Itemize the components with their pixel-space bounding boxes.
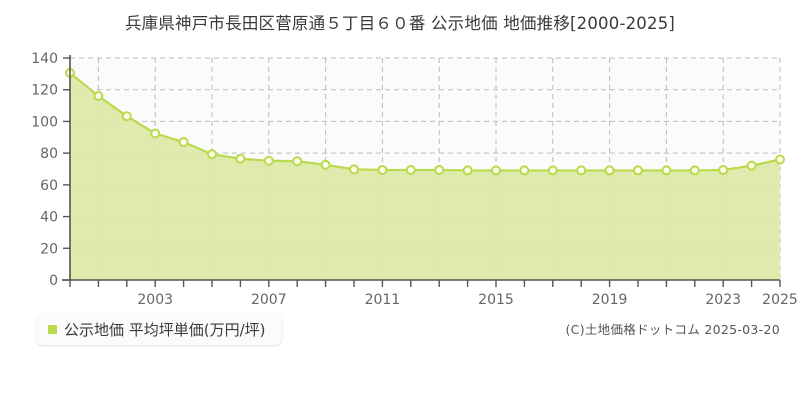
chart-title: 兵庫県神戸市長田区菅原通５丁目６０番 公示地価 地価推移[2000-2025] — [124, 14, 676, 33]
data-point-marker[interactable] — [377, 164, 388, 175]
data-point-marker[interactable] — [718, 164, 729, 175]
y-axis-tick-label: 120 — [31, 83, 58, 99]
data-point-marker[interactable] — [178, 137, 189, 148]
data-point-marker[interactable] — [661, 165, 672, 176]
data-point-marker[interactable] — [235, 153, 246, 164]
data-point-marker[interactable] — [121, 111, 132, 122]
y-axis-tick-label: 20 — [40, 241, 58, 257]
copyright-credit: (C)土地価格ドットコム 2025-03-20 — [565, 322, 780, 337]
data-point-marker[interactable] — [547, 165, 558, 176]
data-point-marker[interactable] — [746, 160, 757, 171]
y-axis-tick-label: 60 — [40, 178, 58, 194]
data-point-marker[interactable] — [349, 164, 359, 175]
x-axis-tick-label: 2011 — [365, 292, 401, 308]
data-point-marker[interactable] — [633, 165, 643, 176]
data-point-marker[interactable] — [263, 155, 274, 166]
data-point-marker[interactable] — [292, 156, 303, 167]
legend-swatch-icon — [48, 324, 57, 334]
data-point-marker[interactable] — [491, 165, 501, 176]
x-axis-tick-label: 2003 — [137, 292, 173, 308]
data-point-marker[interactable] — [405, 164, 416, 175]
y-axis-tick-label: 140 — [31, 51, 58, 67]
data-point-marker[interactable] — [207, 149, 217, 160]
data-point-marker[interactable] — [462, 165, 473, 176]
data-point-marker[interactable] — [689, 165, 700, 176]
data-point-marker[interactable] — [93, 91, 104, 102]
data-point-marker[interactable] — [604, 165, 615, 176]
data-point-marker[interactable] — [775, 154, 785, 165]
y-axis-tick-label: 0 — [49, 273, 58, 289]
x-axis-tick-label: 2015 — [478, 292, 514, 308]
series-area-fill — [70, 72, 780, 280]
chart-legend[interactable]: 公示地価 平均坪単価(万円/坪) — [36, 313, 282, 345]
x-axis-tick-label: 2007 — [251, 292, 287, 308]
legend-label: 公示地価 平均坪単価(万円/坪) — [64, 320, 266, 339]
data-point-marker[interactable] — [576, 165, 587, 176]
y-axis-tick-label: 80 — [40, 146, 58, 162]
x-axis-tick-label: 2019 — [592, 292, 628, 308]
data-point-marker[interactable] — [434, 164, 445, 175]
y-axis-tick-label: 100 — [31, 114, 58, 130]
x-axis-tick-label: 2025 — [762, 292, 798, 308]
data-point-marker[interactable] — [519, 165, 530, 176]
data-point-marker[interactable] — [320, 159, 331, 170]
y-axis-tick-label: 40 — [40, 210, 58, 226]
x-axis-tick-label: 2023 — [705, 292, 741, 308]
data-point-marker[interactable] — [150, 128, 161, 139]
